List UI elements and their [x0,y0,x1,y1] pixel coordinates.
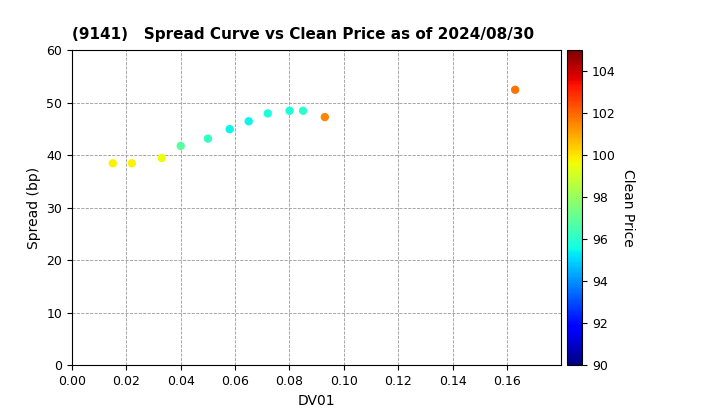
Text: (9141)   Spread Curve vs Clean Price as of 2024/08/30: (9141) Spread Curve vs Clean Price as of… [72,27,534,42]
Point [319,114,330,121]
Point [284,108,295,114]
Y-axis label: Spread (bp): Spread (bp) [27,167,41,249]
Y-axis label: Clean Price: Clean Price [621,169,635,247]
Point [126,160,138,167]
Point [156,155,168,161]
Point [202,135,214,142]
Point [509,87,521,93]
Point [224,126,235,132]
Point [243,118,254,125]
Point [107,160,119,167]
Point [297,108,309,114]
Point [175,142,186,149]
Point [262,110,274,117]
X-axis label: DV01: DV01 [298,394,336,408]
